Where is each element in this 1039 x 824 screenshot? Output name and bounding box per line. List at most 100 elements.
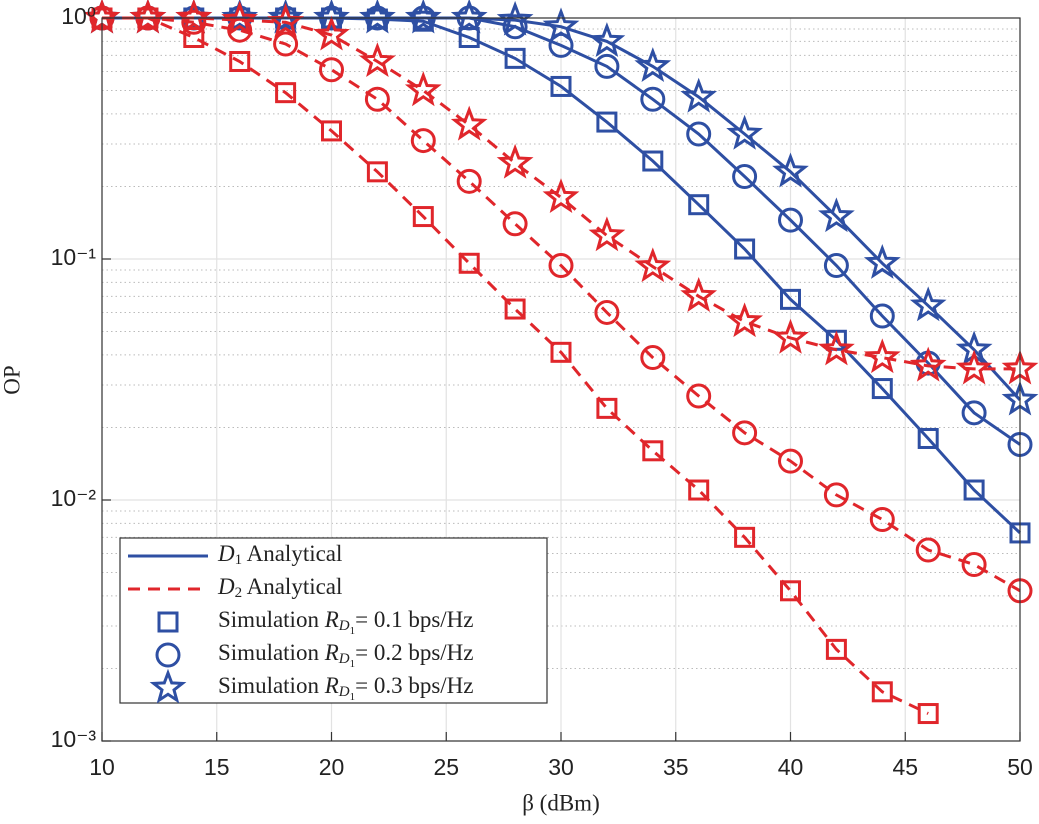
marker <box>149 668 187 704</box>
legend-label-part: Analytical <box>242 541 342 566</box>
marker <box>550 75 572 97</box>
marker <box>772 318 809 354</box>
marker <box>778 207 803 233</box>
marker <box>450 105 488 141</box>
marker <box>863 244 901 279</box>
marker <box>267 0 305 34</box>
marker <box>588 216 626 252</box>
legend-label-part: Simulation <box>218 640 325 665</box>
marker <box>229 50 251 72</box>
marker <box>817 330 855 366</box>
marker <box>496 143 534 179</box>
legend-label: D1 Analytical <box>217 541 342 568</box>
marker <box>181 9 207 35</box>
marker <box>157 611 179 633</box>
marker <box>917 427 939 449</box>
marker <box>155 642 181 668</box>
marker <box>504 47 526 69</box>
legend-label-part: = 0.1 bps/Hz <box>355 607 473 632</box>
marker <box>686 383 712 409</box>
marker <box>596 397 618 419</box>
x-tick-label: 50 <box>1007 754 1033 780</box>
series-line <box>102 16 1021 593</box>
marker <box>871 681 893 703</box>
marker <box>450 0 488 34</box>
x-tick-label: 15 <box>204 754 230 780</box>
legend-label-part: R <box>324 640 339 665</box>
marker <box>732 163 758 189</box>
legend-label-part: = 0.2 bps/Hz <box>355 640 473 665</box>
marker <box>358 42 396 78</box>
marker <box>780 288 801 310</box>
marker <box>772 152 809 188</box>
marker <box>458 252 480 274</box>
marker <box>183 27 205 49</box>
y-tick-label: 10⁻³ <box>51 726 97 752</box>
marker <box>321 120 342 142</box>
marker <box>823 482 849 508</box>
marker <box>313 15 350 51</box>
x-tick-label: 40 <box>778 754 804 780</box>
marker <box>404 71 442 107</box>
marker <box>275 82 297 104</box>
legend-label-part: 1 <box>235 552 243 568</box>
marker <box>594 53 620 79</box>
marker <box>496 0 534 36</box>
marker <box>963 479 985 501</box>
legend-label-part: 1 <box>350 625 356 637</box>
legend-label-part: D <box>217 574 235 599</box>
marker <box>366 161 388 183</box>
marker <box>817 197 855 233</box>
legend-label-part: Simulation <box>218 673 325 698</box>
marker <box>313 0 350 34</box>
marker <box>358 0 396 34</box>
marker <box>412 206 434 228</box>
marker <box>869 507 895 533</box>
marker <box>175 0 213 34</box>
marker <box>221 0 259 34</box>
marker <box>825 638 847 660</box>
marker <box>734 526 756 548</box>
legend-label-part: Simulation <box>218 607 325 632</box>
marker <box>863 338 901 374</box>
x-tick-label: 45 <box>892 754 918 780</box>
marker <box>596 111 618 133</box>
x-axis-label: β (dBm) <box>522 790 600 815</box>
marker <box>688 194 710 216</box>
marker <box>780 580 801 602</box>
legend-label-part: 1 <box>350 658 356 670</box>
marker <box>640 345 666 371</box>
marker <box>502 14 528 40</box>
marker <box>129 0 167 34</box>
legend-label-part: = 0.3 bps/Hz <box>355 673 473 698</box>
axes: 10 15 20 25 30 35 40 45 50 10⁰ 10⁻¹ 10⁻² 10⁻³ <box>51 3 1033 780</box>
marker <box>909 286 947 322</box>
legend-label-part: D <box>338 651 350 667</box>
x-tick-label: 35 <box>663 754 689 780</box>
marker <box>273 31 299 57</box>
marker <box>871 378 893 400</box>
marker <box>410 128 436 154</box>
legend-label: Simulation RD1= 0.2 bps/Hz <box>218 640 474 669</box>
marker <box>961 551 987 577</box>
marker <box>548 252 574 278</box>
marker <box>640 86 666 112</box>
x-tick-label: 10 <box>89 754 115 780</box>
marker <box>688 479 710 501</box>
marker <box>680 277 718 312</box>
marker <box>550 341 572 363</box>
marker <box>634 247 672 283</box>
marker <box>319 57 344 83</box>
legend-label-part: Analytical <box>242 574 342 599</box>
marker <box>909 346 947 382</box>
marker <box>726 114 763 150</box>
marker <box>726 302 764 338</box>
marker <box>778 448 803 474</box>
marker <box>456 168 482 194</box>
marker <box>869 303 895 329</box>
legend-label-part: R <box>324 673 339 698</box>
marker <box>542 7 580 43</box>
marker <box>364 86 390 112</box>
